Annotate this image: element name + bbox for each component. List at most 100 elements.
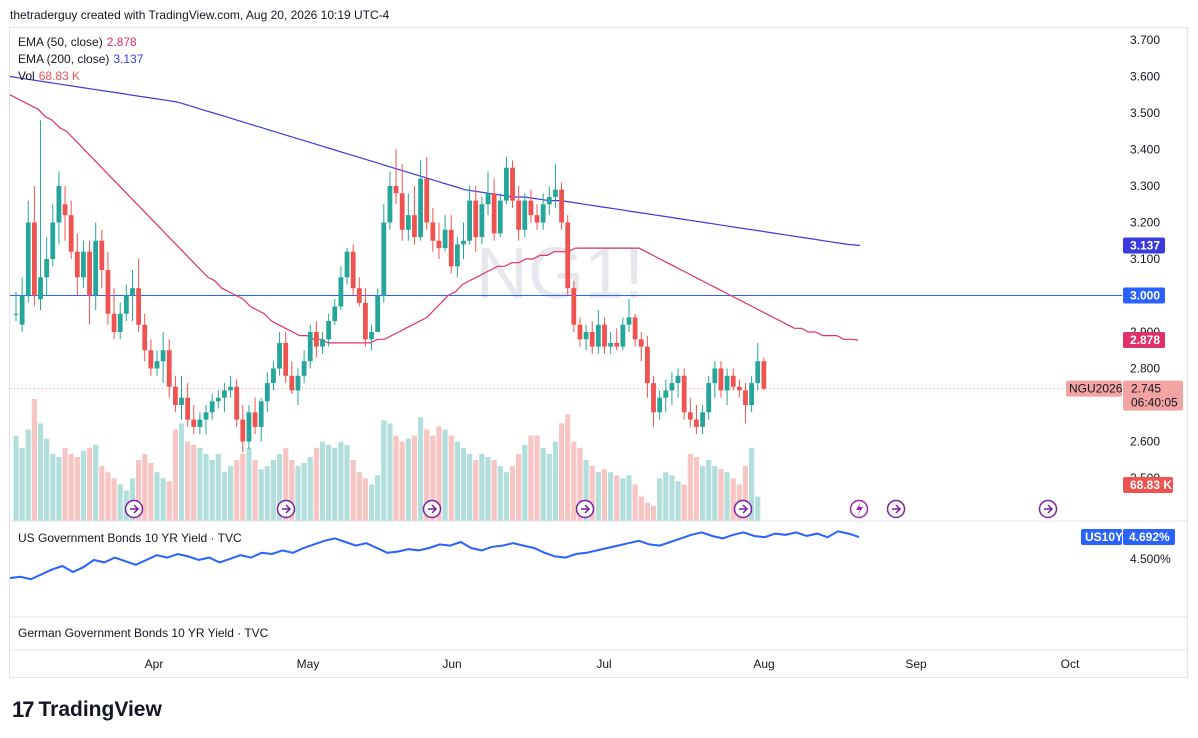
candle-body: [307, 332, 313, 362]
volume-bar: [632, 484, 638, 521]
candle-body: [38, 277, 43, 300]
volume-bar: [264, 466, 270, 521]
volume-bar: [620, 478, 626, 521]
price-tick-label: 3.200: [1130, 216, 1160, 230]
volume-bar: [712, 466, 718, 521]
candle-body: [393, 186, 399, 194]
tradingview-logo-icon: 17: [12, 697, 35, 722]
volume-bar: [105, 472, 111, 521]
candle-body: [553, 189, 558, 197]
candle-body: [93, 240, 99, 296]
candle-body: [215, 397, 221, 402]
candle-body: [68, 215, 74, 252]
symbol-badge-bg: [1066, 380, 1122, 397]
volume-bar: [399, 441, 405, 521]
volume-bar: [424, 429, 430, 521]
volume-bar: [589, 466, 595, 521]
candle-body: [203, 412, 209, 420]
ema200-price-badge-bg: [1123, 237, 1165, 254]
volume-bar: [718, 469, 724, 521]
symbol-badge: NGU2026: [1069, 382, 1123, 396]
candle-body: [197, 419, 203, 427]
candle-body: [313, 332, 319, 347]
volume-bar: [332, 447, 338, 521]
volume-bar: [178, 423, 185, 521]
candle-body: [356, 288, 362, 303]
volume-bar: [687, 453, 693, 521]
candle-body: [559, 189, 564, 223]
volume-bar: [442, 429, 448, 521]
candle-body: [258, 401, 264, 427]
candle-body: [448, 229, 454, 267]
candle-body: [50, 222, 56, 259]
candle-body: [510, 167, 515, 201]
volume-bar: [68, 453, 74, 521]
volume-bar: [534, 435, 540, 521]
price-tick-label: 3.700: [1130, 33, 1160, 47]
volume-bar: [663, 472, 669, 521]
candle-body: [620, 324, 626, 347]
volume-bar: [516, 453, 522, 521]
pane2-title: US Government Bonds 10 YR Yield · TVC: [18, 531, 242, 545]
lightning-bolt: [856, 502, 863, 516]
event-marker-arrow: [739, 504, 749, 514]
candle-body: [663, 390, 669, 398]
volume-bar: [552, 441, 559, 521]
candle-body: [31, 222, 37, 296]
volume-bar: [417, 417, 424, 521]
volume-bar: [227, 466, 234, 521]
candle-body: [442, 229, 448, 249]
volume-bar: [362, 478, 369, 521]
legend-ema50[interactable]: EMA (50, close) 2.878: [18, 35, 137, 49]
pane3-title: German Government Bonds 10 YR Yield · TV…: [18, 626, 269, 640]
candle-body: [142, 324, 148, 351]
volume-bar: [197, 447, 203, 521]
volume-badge-bg: [1123, 477, 1173, 493]
event-marker-arrow: [428, 504, 438, 514]
yield-tick-label: 4.500%: [1130, 552, 1171, 566]
candle-body: [381, 222, 387, 296]
candle-body: [228, 386, 233, 391]
volume-bar: [307, 456, 313, 521]
volume-bar: [258, 469, 264, 521]
volume-bar: [276, 453, 283, 521]
ema200-price-badge: 3.137: [1130, 238, 1160, 252]
volume-bar: [283, 447, 289, 521]
volume-bar: [381, 420, 387, 521]
volume-bar: [289, 460, 295, 521]
us10y-value-badge: 4.692%: [1129, 530, 1170, 544]
candle-body: [117, 313, 123, 332]
candle-body: [700, 412, 705, 427]
candle-body: [706, 383, 712, 413]
candle-body: [111, 313, 117, 332]
legend-vol[interactable]: Vol 68.83 K: [18, 69, 80, 83]
candle-body: [461, 240, 466, 245]
time-axis-label: May: [297, 657, 320, 671]
volume-bar: [467, 453, 473, 521]
candle-body: [491, 193, 497, 234]
candle-body: [718, 368, 724, 391]
candle-body: [154, 361, 160, 369]
legend-ema200[interactable]: EMA (200, close) 3.137: [18, 52, 143, 66]
candle-body: [56, 186, 62, 223]
candle-body: [234, 386, 240, 420]
candle-body: [160, 350, 166, 362]
volume-bar: [209, 460, 215, 521]
legend-vol-label: Vol: [18, 69, 35, 83]
candle-body: [577, 324, 583, 340]
volume-bar: [638, 496, 644, 521]
volume-bar: [37, 423, 44, 521]
volume-bar: [755, 496, 761, 521]
candle-body: [350, 251, 356, 289]
volume-bar: [742, 466, 749, 521]
event-marker-icon: [733, 499, 753, 519]
candle-body: [412, 215, 417, 238]
volume-bar: [240, 453, 246, 521]
us10y-value-badge-bg: [1123, 529, 1175, 545]
tradingview-logo[interactable]: 17 TradingView: [12, 697, 162, 723]
candle-body: [277, 342, 282, 369]
legend-ema50-value: 2.878: [106, 35, 137, 49]
volume-bar: [724, 472, 730, 521]
price-tick-label: 3.300: [1130, 179, 1160, 193]
